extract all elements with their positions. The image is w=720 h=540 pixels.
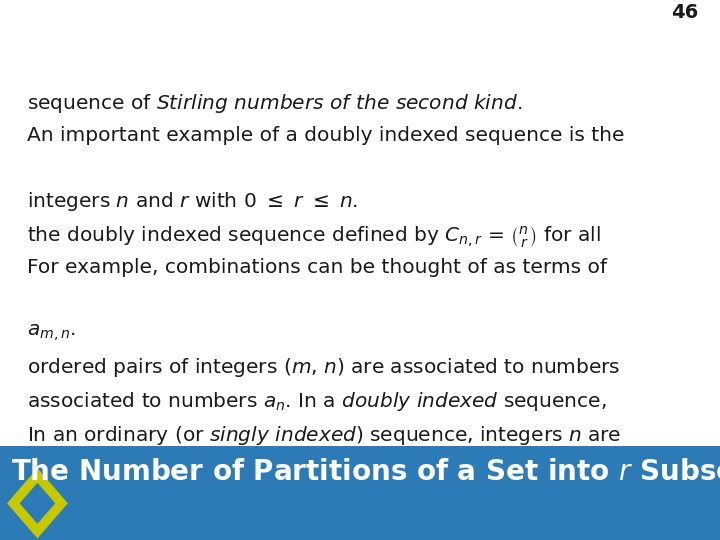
Text: The Number of Partitions of a Set into $r$ Subsets: The Number of Partitions of a Set into $… <box>11 458 720 486</box>
FancyBboxPatch shape <box>0 446 720 540</box>
Text: the doubly indexed sequence defined by $C_{n,r}$ = $\binom{n}{r}$ for all: the doubly indexed sequence defined by $… <box>27 224 601 249</box>
Text: $a_{m,n}$.: $a_{m,n}$. <box>27 322 76 343</box>
Text: associated to numbers $a_n$. In a $\it{doubly\ indexed}$ sequence,: associated to numbers $a_n$. In a $\it{d… <box>27 390 607 413</box>
Text: In an ordinary (or $\it{singly\ indexed}$) sequence, integers $n$ are: In an ordinary (or $\it{singly\ indexed}… <box>27 424 621 447</box>
Polygon shape <box>19 483 55 524</box>
Text: For example, combinations can be thought of as terms of: For example, combinations can be thought… <box>27 258 608 277</box>
Text: sequence of $\it{Stirling\ numbers\ of\ the\ second\ kind}$.: sequence of $\it{Stirling\ numbers\ of\ … <box>27 92 523 116</box>
Polygon shape <box>7 468 68 538</box>
Text: integers $n$ and $r$ with 0 $\leq$ $r$ $\leq$ $n$.: integers $n$ and $r$ with 0 $\leq$ $r$ $… <box>27 190 359 213</box>
Text: ordered pairs of integers ($m$, $n$) are associated to numbers: ordered pairs of integers ($m$, $n$) are… <box>27 356 621 379</box>
Text: An important example of a doubly indexed sequence is the: An important example of a doubly indexed… <box>27 126 625 145</box>
Text: 46: 46 <box>671 3 698 22</box>
